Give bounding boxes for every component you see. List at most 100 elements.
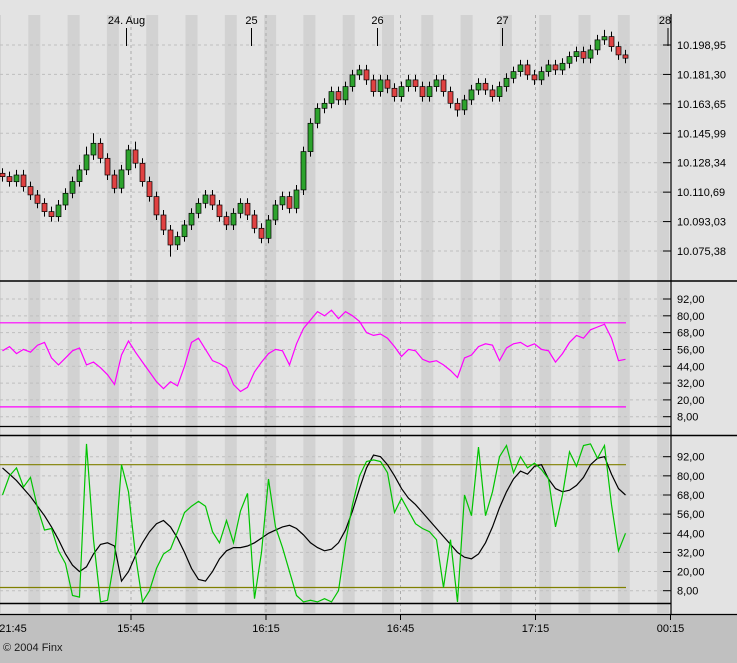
candle-up: [433, 79, 440, 87]
candle-down: [524, 64, 531, 76]
candle-up: [181, 224, 188, 238]
axis-strip-background: [0, 614, 737, 658]
candle-up: [125, 149, 132, 171]
session-stripe: [264, 15, 277, 613]
osc2-axis-label: 20,00: [677, 567, 705, 579]
osc2-slow-line: [2, 454, 626, 583]
candle-up: [398, 86, 405, 97]
candle-up: [300, 151, 307, 191]
candle-down: [34, 194, 41, 204]
candle-up: [510, 71, 517, 79]
session-stripe: [28, 15, 41, 613]
candle-up: [237, 202, 244, 214]
candle-up: [62, 192, 69, 206]
candle-down: [0, 172, 6, 177]
session-stripe: [303, 15, 316, 613]
candle-up: [356, 69, 363, 76]
candle-up: [426, 86, 433, 97]
candle-up: [538, 71, 545, 81]
price-axis-label: 10.075,38: [677, 246, 726, 258]
candle-up: [314, 107, 321, 124]
price-axis-label: 10.145,99: [677, 128, 726, 140]
session-stripe: [578, 15, 591, 613]
candle-up: [13, 174, 20, 183]
price-axis-label: 10.181,30: [677, 69, 726, 81]
osc1-axis-label: 68,00: [677, 328, 705, 340]
candle-down: [139, 162, 146, 182]
candle-down: [370, 79, 377, 92]
candle-up: [461, 99, 468, 111]
time-label: 16:45: [387, 623, 415, 635]
candle-down: [6, 176, 13, 182]
candle-up: [475, 82, 482, 91]
candle-down: [223, 216, 230, 226]
candle-down: [391, 87, 398, 97]
time-label: 00:15: [657, 623, 685, 635]
osc2-axis-label: 92,00: [677, 452, 705, 464]
candle-up: [118, 169, 125, 189]
session-stripe: [539, 15, 552, 613]
candle-down: [216, 204, 223, 218]
date-label: 25: [245, 15, 257, 27]
osc1-axis-label: 56,00: [677, 344, 705, 356]
candle-up: [587, 49, 594, 59]
time-label: 17:15: [522, 623, 550, 635]
candle-up: [349, 74, 356, 87]
candle-down: [41, 202, 48, 212]
candle-down: [419, 86, 426, 97]
session-stripe: [499, 15, 512, 613]
date-label: 28: [659, 15, 671, 27]
time-label: 21:45: [0, 623, 27, 635]
candle-down: [167, 229, 174, 246]
osc2-axis-label: 80,00: [677, 471, 705, 483]
candle-up: [90, 142, 97, 156]
candle-up: [517, 64, 524, 72]
osc1-axis-label: 20,00: [677, 395, 705, 407]
candle-up: [202, 194, 209, 204]
price-axis-label: 10.198,95: [677, 40, 726, 52]
candle-down: [440, 79, 447, 92]
candle-up: [405, 79, 412, 87]
osc2-axis-label: 32,00: [677, 547, 705, 559]
price-axis-label: 10.093,03: [677, 217, 726, 229]
osc1-axis-label: 92,00: [677, 294, 705, 306]
candle-down: [104, 157, 111, 176]
session-stripe: [146, 15, 159, 613]
osc1-axis-label: 80,00: [677, 311, 705, 323]
session-stripe: [67, 15, 80, 613]
session-stripe: [224, 15, 237, 613]
candle-down: [412, 79, 419, 87]
time-label: 16:15: [252, 623, 280, 635]
candle-up: [174, 236, 181, 246]
candle-up: [272, 204, 279, 221]
candle-up: [265, 219, 272, 239]
candle-up: [293, 189, 300, 209]
candle-up: [55, 204, 62, 218]
session-stripe: [0, 15, 1, 613]
candle-up: [566, 56, 573, 64]
candle-up: [279, 196, 286, 206]
candle-up: [69, 181, 76, 194]
session-stripe: [421, 15, 434, 613]
osc1-axis-label: 44,00: [677, 361, 705, 373]
osc2-axis-label: 8,00: [677, 586, 698, 598]
candlestick-series: [0, 29, 629, 257]
candle-up: [377, 79, 384, 92]
candle-down: [209, 194, 216, 206]
price-axis-label: 10.128,34: [677, 158, 726, 170]
candle-down: [132, 149, 139, 164]
candle-down: [335, 91, 342, 101]
candle-up: [188, 212, 195, 226]
date-label: 24. Aug: [108, 15, 145, 27]
candle-down: [244, 202, 251, 216]
candle-down: [615, 46, 622, 56]
date-label: 27: [496, 15, 508, 27]
candle-up: [230, 212, 237, 226]
candle-down: [531, 74, 538, 81]
candle-down: [454, 102, 461, 111]
candle-down: [48, 211, 55, 217]
candle-down: [20, 174, 27, 188]
candle-up: [321, 102, 328, 109]
